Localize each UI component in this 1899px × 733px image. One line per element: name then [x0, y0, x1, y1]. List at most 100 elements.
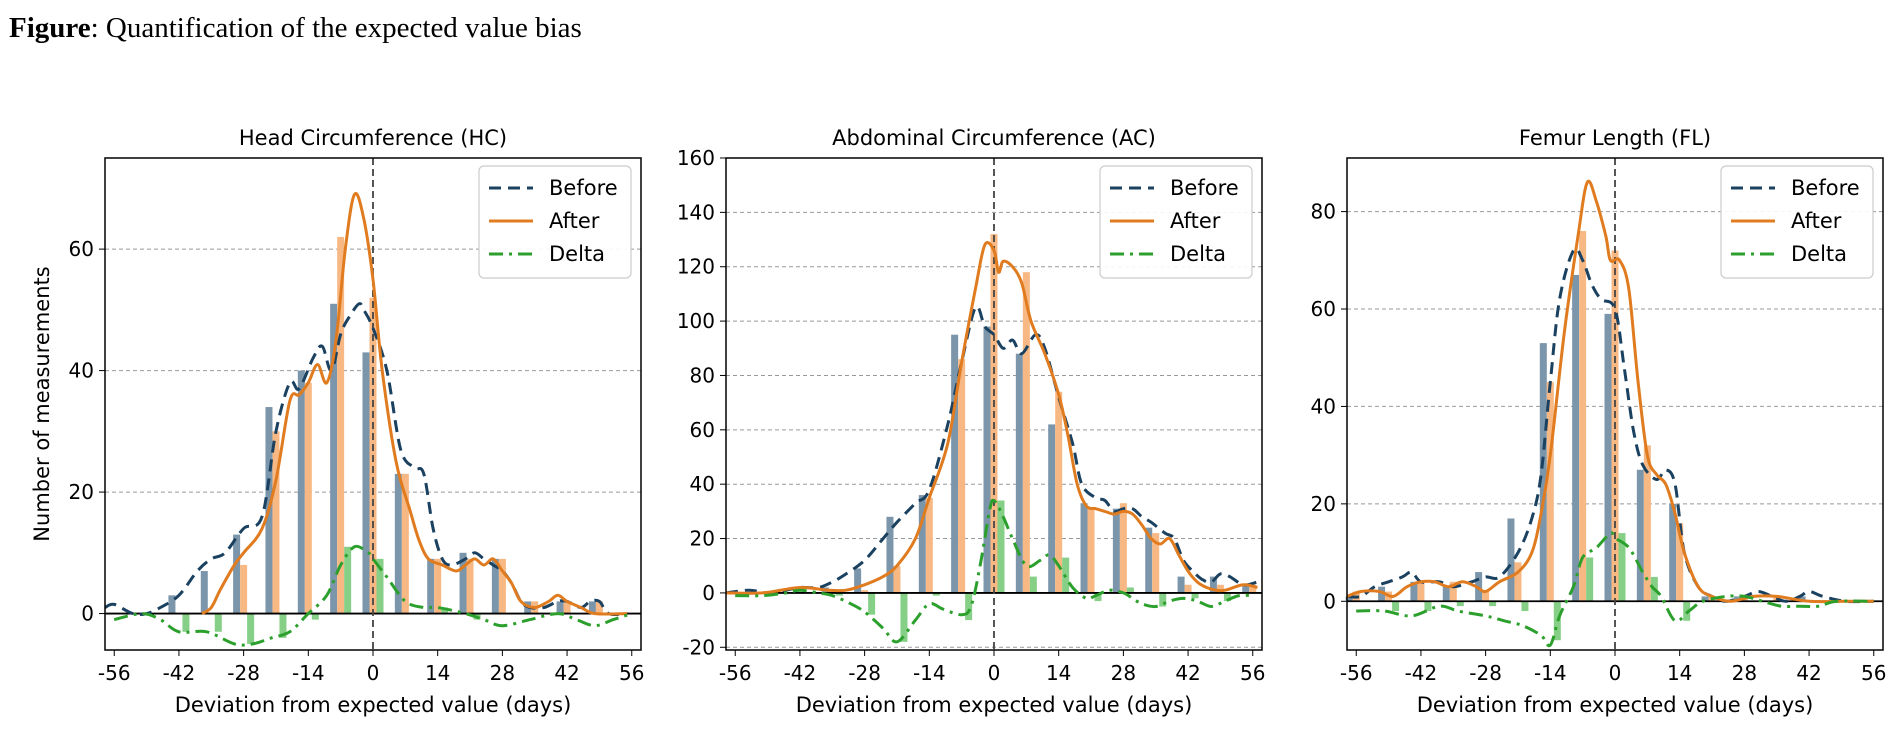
legend-box	[1099, 165, 1253, 279]
after-legend-label: After	[1170, 209, 1221, 233]
x-tick-label: -42	[784, 661, 817, 685]
before-bar	[1636, 469, 1644, 602]
delta-bar	[1392, 601, 1400, 612]
before-bar	[459, 552, 467, 614]
before-bar	[394, 473, 402, 614]
before-bar	[1798, 596, 1806, 602]
after-line	[725, 241, 1258, 595]
before-bar	[1378, 586, 1386, 602]
before-bar	[1015, 353, 1023, 593]
delta-legend-label: Delta	[1791, 242, 1847, 266]
chart-panel-3: 0 20 40 60 80 -56 -42 -28 -14 0 14 28 42 56 Femur Leng…	[1311, 126, 1887, 717]
x-tick-label: -56	[98, 661, 131, 685]
y-axis-label: Number of measurements	[30, 266, 54, 541]
before-legend-label: Before	[549, 176, 618, 200]
before-bar	[1048, 424, 1056, 593]
delta-bar	[1456, 601, 1464, 607]
delta-bar	[214, 613, 222, 632]
x-tick-label: 0	[988, 661, 1001, 685]
before-bar	[1669, 503, 1677, 602]
after-bar	[563, 601, 571, 614]
after-bar	[1676, 523, 1684, 602]
y-tick-label: 60	[690, 418, 715, 442]
delta-bar	[900, 592, 908, 642]
before-bar	[1345, 596, 1353, 602]
x-axis-label: Deviation from expected value (days)	[175, 693, 572, 717]
before-bar	[168, 595, 176, 614]
after-bar	[1055, 391, 1063, 593]
figure-label: Figure	[9, 12, 91, 44]
after-bar	[595, 601, 603, 614]
after-bar	[240, 564, 248, 614]
after-bar	[434, 558, 442, 614]
after-bar	[925, 497, 933, 593]
x-tick-label: -42	[1405, 661, 1438, 685]
delta-bar	[1586, 557, 1594, 602]
y-tick-label: 120	[677, 255, 715, 279]
before-bar	[362, 352, 370, 614]
delta-bar	[868, 592, 876, 615]
y-tick-label: 0	[1323, 589, 1336, 613]
after-legend-label: After	[549, 209, 600, 233]
x-tick-label: -28	[1469, 661, 1502, 685]
delta-bar	[997, 500, 1005, 593]
x-tick-label: 14	[425, 661, 450, 685]
x-tick-label: 0	[1609, 661, 1622, 685]
y-tick-label: 60	[69, 237, 94, 261]
after-legend-label: After	[1791, 209, 1842, 233]
x-tick-label: -56	[719, 661, 752, 685]
after-bar	[337, 236, 345, 614]
chart-title: Femur Length (FL)	[1519, 126, 1711, 150]
delta-bar	[1029, 576, 1037, 593]
y-tick-label: 20	[690, 527, 715, 551]
x-tick-label: -56	[1340, 661, 1373, 685]
after-bar	[1643, 445, 1651, 602]
x-axis-label: Deviation from expected value (days)	[1417, 693, 1814, 717]
delta-bar	[311, 613, 319, 620]
delta-bar	[279, 613, 287, 638]
y-tick-label: 80	[690, 363, 715, 387]
delta-bar	[182, 613, 190, 632]
delta-bar	[932, 592, 940, 596]
after-bar	[861, 590, 869, 593]
before-bar	[491, 558, 499, 614]
delta-bar	[344, 546, 352, 614]
delta-bar	[835, 592, 843, 596]
before-bar	[330, 303, 338, 614]
after-bar	[958, 359, 966, 593]
delta-bar	[1223, 592, 1231, 602]
legend-box	[478, 165, 632, 279]
y-tick-label: 40	[69, 359, 94, 383]
after-bar	[1546, 382, 1554, 602]
before-bar	[1539, 343, 1547, 602]
before-bar	[1177, 576, 1185, 593]
y-tick-label: 40	[690, 472, 715, 496]
before-bar	[918, 495, 926, 593]
chart-panel-2: -20 0 20 40 60 80 100 120 140 160 -56 -42 -28 -14 0 14 2…	[677, 126, 1266, 717]
before-bar	[1572, 274, 1580, 602]
before-bar	[854, 568, 862, 593]
before-bar	[1112, 508, 1120, 593]
x-tick-label: -28	[227, 661, 260, 685]
y-tick-label: 0	[702, 581, 715, 605]
after-bar	[1216, 584, 1224, 593]
before-bar	[200, 571, 208, 614]
before-bar	[588, 601, 596, 614]
x-tick-label: -28	[848, 661, 881, 685]
x-tick-label: -14	[913, 661, 946, 685]
y-tick-label: 20	[69, 480, 94, 504]
before-bar	[886, 516, 894, 593]
legend: Before After Delta	[1720, 165, 1874, 279]
after-bar	[1152, 533, 1160, 593]
chart-title: Head Circumference (HC)	[239, 126, 507, 150]
delta-bar	[965, 592, 973, 621]
after-bar	[272, 431, 280, 614]
after-bar	[304, 382, 312, 614]
chart-panel-1: 0 20 40 60 -56 -42 -28 -14 0 14 28 42 56 Head Circumf…	[30, 126, 644, 717]
after-bar	[893, 565, 901, 593]
before-legend-label: Before	[1170, 176, 1239, 200]
legend: Before After Delta	[478, 165, 632, 279]
delta-line	[735, 498, 1253, 644]
before-bar	[1080, 503, 1088, 593]
